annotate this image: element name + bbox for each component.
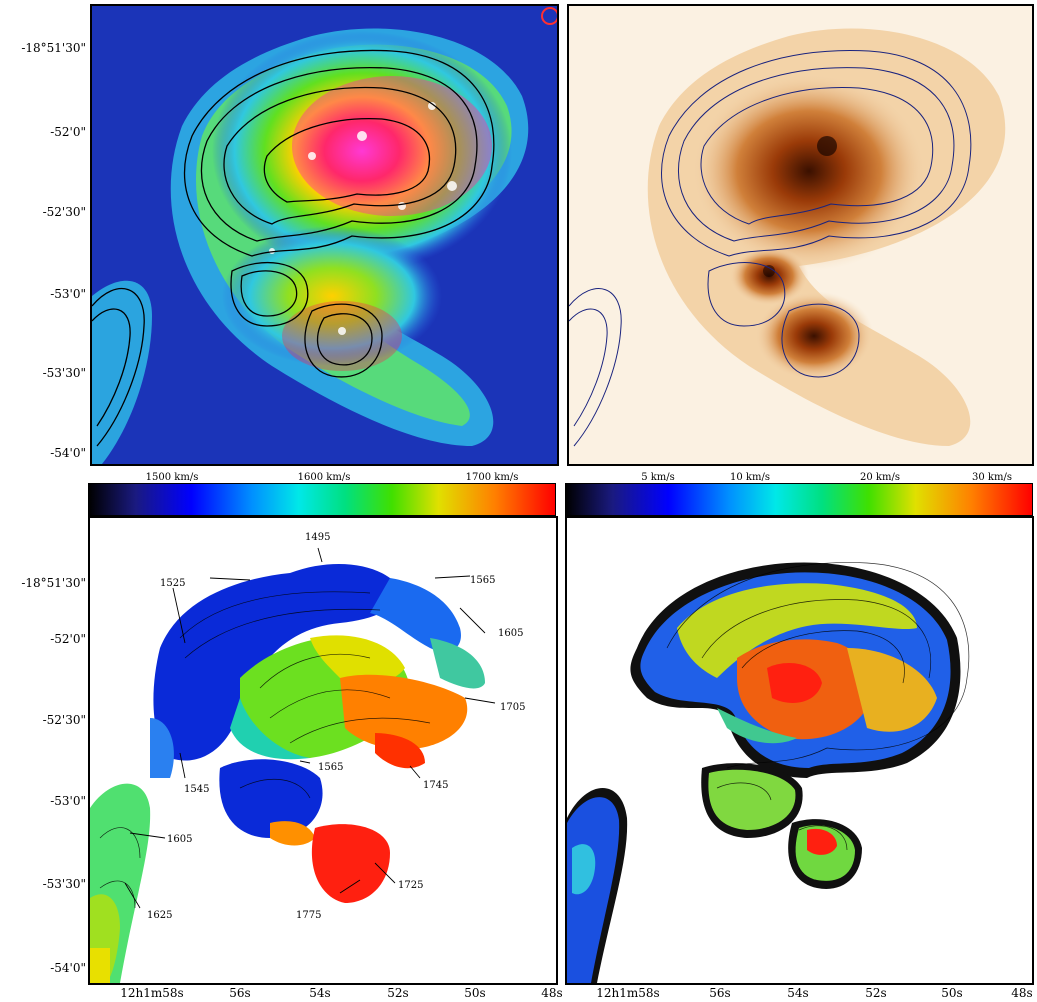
- vel-label-1745: 1745: [423, 780, 448, 791]
- x-label-left-3: 54s: [309, 986, 331, 1000]
- dispersion-colorbar-label-1: 5 km/s: [641, 472, 675, 483]
- x-label-right-1: 12h1m58s: [596, 986, 660, 1000]
- y-label-top-2: -52'0": [50, 125, 86, 139]
- y-label-bottom-3: -52'30": [42, 713, 86, 727]
- y-label-bottom-6: -54'0": [50, 961, 86, 975]
- vel-label-1725: 1725: [398, 880, 423, 891]
- vel-label-1545: 1545: [184, 784, 209, 795]
- dispersion-colorbar-label-2: 10 km/s: [730, 472, 770, 483]
- y-label-top-4: -53'0": [50, 287, 86, 301]
- optical-false-color-panel: [90, 4, 559, 466]
- dispersion-panel: [565, 516, 1034, 985]
- vel-label-1705: 1705: [500, 702, 525, 713]
- optical-image-svg: [92, 6, 557, 464]
- brown-image-svg: [569, 6, 1032, 464]
- y-label-top-5: -53'30": [42, 366, 86, 380]
- dispersion-svg: [567, 562, 970, 983]
- velocity-colorbar-label-3: 1700 km/s: [465, 472, 519, 483]
- x-label-left-6: 48s: [541, 986, 563, 1000]
- star-marker-icon: [541, 7, 557, 25]
- vel-label-1525: 1525: [160, 578, 185, 589]
- vel-label-1775: 1775: [296, 910, 321, 921]
- velocity-field-panel: 1495 1525 1565 1605 1705 1745 1565 1545 …: [88, 516, 558, 985]
- velocity-colorbar-label-1: 1500 km/s: [145, 472, 199, 483]
- vel-label-1625: 1625: [147, 910, 172, 921]
- optical-brown-panel: [567, 4, 1034, 466]
- y-label-top-3: -52'30": [42, 205, 86, 219]
- velocity-field-svg: 1495 1525 1565 1605 1705 1745 1565 1545 …: [90, 532, 525, 983]
- y-label-bottom-5: -53'30": [42, 877, 86, 891]
- y-label-top-1: -18°51'30": [21, 41, 86, 55]
- x-label-right-4: 52s: [865, 986, 887, 1000]
- x-label-right-6: 48s: [1011, 986, 1033, 1000]
- x-label-right-2: 56s: [709, 986, 731, 1000]
- velocity-colorbar-label-2: 1600 km/s: [297, 472, 351, 483]
- x-label-left-4: 52s: [387, 986, 409, 1000]
- y-label-top-6: -54'0": [50, 446, 86, 460]
- vel-label-1495: 1495: [305, 532, 330, 543]
- y-label-bottom-2: -52'0": [50, 632, 86, 646]
- x-label-right-5: 50s: [941, 986, 963, 1000]
- x-label-right-3: 54s: [787, 986, 809, 1000]
- x-label-left-5: 50s: [464, 986, 486, 1000]
- y-label-bottom-1: -18°51'30": [21, 576, 86, 590]
- vel-label-1605-left: 1605: [167, 834, 192, 845]
- velocity-colorbar: [88, 483, 556, 516]
- vel-label-1565-mid: 1565: [318, 762, 343, 773]
- dispersion-colorbar-label-4: 30 km/s: [972, 472, 1012, 483]
- vel-label-1605-top: 1605: [498, 628, 523, 639]
- dispersion-colorbar-label-3: 20 km/s: [860, 472, 900, 483]
- x-label-left-2: 56s: [229, 986, 251, 1000]
- vel-label-1565-top: 1565: [470, 575, 495, 586]
- x-label-left-1: 12h1m58s: [120, 986, 184, 1000]
- dispersion-colorbar: [565, 483, 1033, 516]
- y-label-bottom-4: -53'0": [50, 794, 86, 808]
